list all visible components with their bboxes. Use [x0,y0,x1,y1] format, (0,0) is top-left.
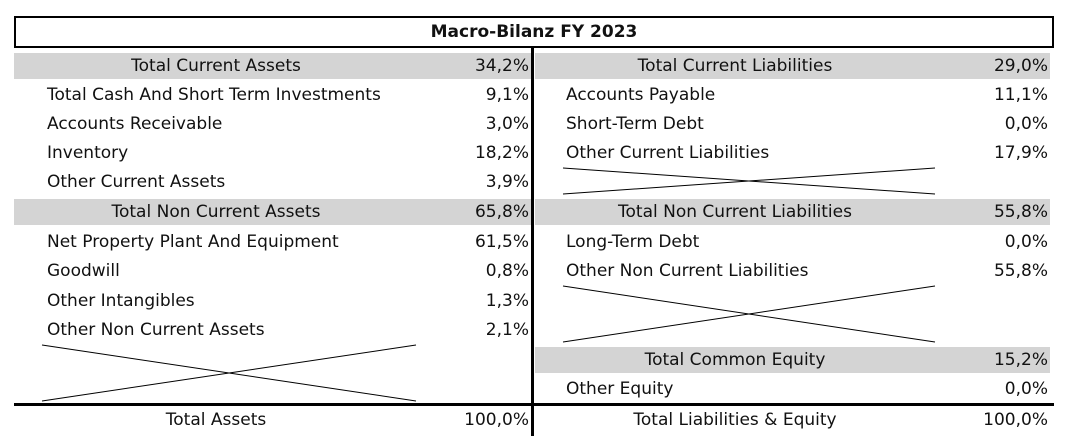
row-label: Inventory [47,143,129,163]
row-value: 34,2% [474,56,529,76]
total-non-current-liabilities-row: Total Non Current Liabilities 55,8% [535,199,1050,225]
row-value: 2,1% [485,320,529,340]
row-label: Total Non Current Assets [111,202,321,222]
asset-row: Other Current Assets 3,9% [14,169,531,195]
center-divider [531,48,534,436]
total-assets-row: Total Assets 100,0% [14,407,531,433]
row-value: 11,1% [993,85,1048,105]
balance-sheet-title: Macro-Bilanz FY 2023 [14,16,1054,48]
row-label: Accounts Receivable [47,114,223,134]
row-value: 18,2% [474,143,529,163]
row-value: 0,0% [1004,379,1048,399]
liability-row: Long-Term Debt 0,0% [535,229,1050,255]
row-value: 65,8% [474,202,529,222]
row-label: Other Intangibles [47,291,195,311]
liability-row: Short-Term Debt 0,0% [535,111,1050,137]
empty-cell-cross [562,167,936,195]
row-label: Total Current Liabilities [637,56,833,76]
equity-row: Other Equity 0,0% [535,376,1050,402]
liability-row: Other Non Current Liabilities 55,8% [535,258,1050,284]
asset-row: Other Non Current Assets 2,1% [14,317,531,343]
row-label: Total Cash And Short Term Investments [47,85,381,105]
row-label: Net Property Plant And Equipment [47,232,339,252]
row-value: 17,9% [993,143,1048,163]
row-label: Total Common Equity [644,350,826,370]
row-label: Other Non Current Liabilities [566,261,809,281]
asset-row: Inventory 18,2% [14,140,531,166]
total-non-current-assets-row: Total Non Current Assets 65,8% [14,199,531,225]
row-label: Other Current Liabilities [566,143,770,163]
empty-cell-cross [41,344,417,402]
row-label: Other Non Current Assets [47,320,265,340]
row-value: 1,3% [485,291,529,311]
row-label: Total Non Current Liabilities [618,202,852,222]
total-current-liabilities-row: Total Current Liabilities 29,0% [535,53,1050,79]
total-common-equity-row: Total Common Equity 15,2% [535,347,1050,373]
row-value: 100,0% [983,410,1048,430]
row-value: 0,0% [1004,232,1048,252]
row-value: 15,2% [993,350,1048,370]
row-value: 3,9% [485,172,529,192]
total-row-top-border [14,403,1054,406]
row-label: Goodwill [47,261,120,281]
asset-row: Total Cash And Short Term Investments 9,… [14,82,531,108]
asset-row: Goodwill 0,8% [14,258,531,284]
row-label: Other Equity [566,379,674,399]
empty-cell-cross [562,285,936,343]
row-value: 3,0% [485,114,529,134]
row-label: Accounts Payable [566,85,716,105]
total-current-assets-row: Total Current Assets 34,2% [14,53,531,79]
asset-row: Accounts Receivable 3,0% [14,111,531,137]
row-label: Other Current Assets [47,172,226,192]
row-value: 55,8% [993,202,1048,222]
row-label: Short-Term Debt [566,114,704,134]
row-label: Total Current Assets [131,56,301,76]
asset-row: Net Property Plant And Equipment 61,5% [14,229,531,255]
row-label: Total Liabilities & Equity [633,410,837,430]
liability-row: Other Current Liabilities 17,9% [535,140,1050,166]
asset-row: Other Intangibles 1,3% [14,288,531,314]
row-label: Long-Term Debt [566,232,700,252]
row-value: 100,0% [464,410,529,430]
row-value: 55,8% [993,261,1048,281]
row-value: 0,8% [485,261,529,281]
row-label: Total Assets [165,410,267,430]
row-value: 29,0% [993,56,1048,76]
liability-row: Accounts Payable 11,1% [535,82,1050,108]
total-liabilities-equity-row: Total Liabilities & Equity 100,0% [535,407,1050,433]
row-value: 61,5% [474,232,529,252]
row-value: 0,0% [1004,114,1048,134]
row-value: 9,1% [485,85,529,105]
